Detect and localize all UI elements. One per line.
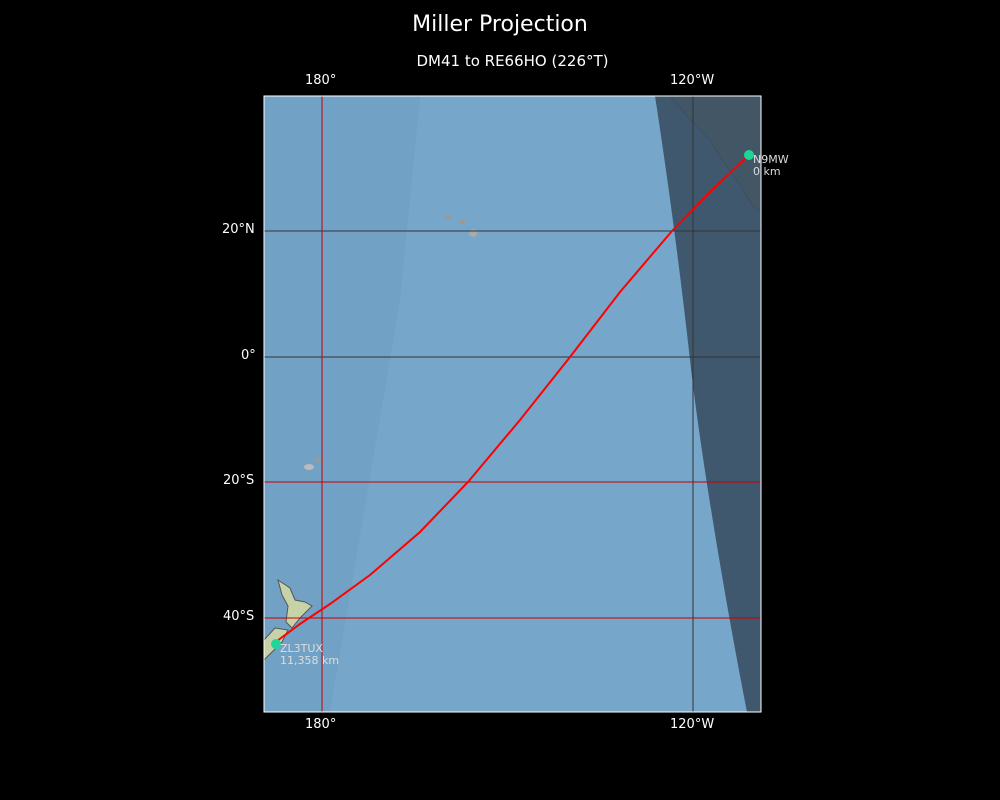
lon-tick-top-180: 180°: [305, 73, 337, 88]
night-shade: [655, 96, 761, 712]
land-fiji: [304, 464, 314, 470]
station-call-zl3tux: ZL3TUX: [280, 642, 323, 655]
land-hawaii: [458, 220, 466, 224]
lat-tick-40s: 40°S: [223, 609, 255, 624]
ocean-shade: [264, 96, 420, 712]
lon-tick-bottom-120w: 120°W: [670, 717, 715, 732]
lon-tick-bottom-180: 180°: [305, 717, 337, 732]
station-distance-zl3tux: 11,358 km: [280, 654, 339, 667]
lat-tick-20s: 20°S: [223, 473, 255, 488]
station-marker-n9mw[interactable]: [744, 150, 754, 160]
great-circle-path: [276, 154, 750, 642]
lon-tick-top-120w: 120°W: [670, 73, 715, 88]
land-fiji: [314, 458, 322, 462]
station-call-n9mw: N9MW: [753, 153, 789, 166]
map-title: Miller Projection: [412, 12, 588, 37]
map-subtitle: DM41 to RE66HO (226°T): [416, 52, 609, 70]
station-marker-zl3tux[interactable]: [271, 639, 281, 649]
lat-tick-20n: 20°N: [222, 222, 255, 237]
land-hawaii: [444, 215, 452, 219]
land-hawaii: [469, 229, 477, 237]
map-frame: [263, 95, 762, 713]
station-distance-n9mw: 0 km: [753, 165, 781, 178]
lat-tick-0: 0°: [241, 348, 256, 363]
